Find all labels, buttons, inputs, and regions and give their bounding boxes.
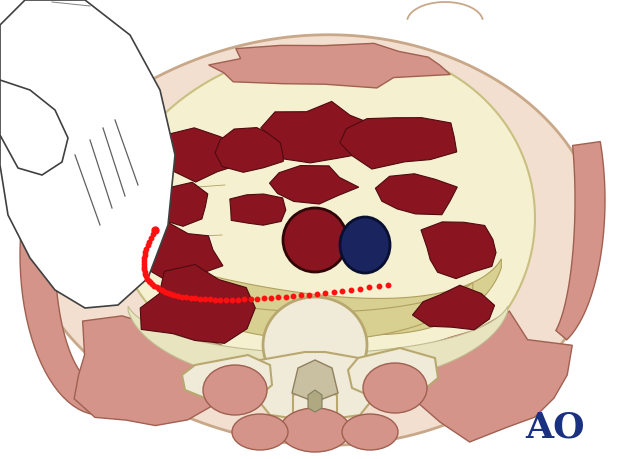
Polygon shape bbox=[154, 128, 244, 182]
Polygon shape bbox=[556, 141, 605, 340]
Polygon shape bbox=[167, 282, 473, 340]
Polygon shape bbox=[270, 166, 359, 204]
Polygon shape bbox=[421, 222, 496, 279]
Polygon shape bbox=[340, 118, 457, 169]
Polygon shape bbox=[74, 316, 226, 425]
Polygon shape bbox=[115, 45, 535, 391]
Polygon shape bbox=[417, 311, 572, 442]
Polygon shape bbox=[308, 390, 322, 412]
Ellipse shape bbox=[340, 217, 390, 273]
Ellipse shape bbox=[263, 297, 367, 393]
Polygon shape bbox=[215, 128, 284, 172]
Polygon shape bbox=[375, 174, 458, 215]
Polygon shape bbox=[128, 306, 508, 386]
Polygon shape bbox=[293, 388, 337, 430]
Ellipse shape bbox=[283, 208, 347, 272]
Polygon shape bbox=[250, 352, 380, 420]
Ellipse shape bbox=[342, 414, 398, 450]
Ellipse shape bbox=[363, 363, 427, 413]
Polygon shape bbox=[412, 285, 495, 330]
Polygon shape bbox=[20, 95, 147, 415]
Text: AO: AO bbox=[525, 411, 585, 445]
Polygon shape bbox=[292, 360, 338, 402]
Polygon shape bbox=[133, 182, 208, 226]
Polygon shape bbox=[182, 355, 272, 400]
Polygon shape bbox=[140, 264, 255, 343]
Polygon shape bbox=[348, 348, 438, 398]
Polygon shape bbox=[261, 101, 374, 163]
Polygon shape bbox=[0, 80, 68, 175]
Polygon shape bbox=[139, 251, 502, 335]
Ellipse shape bbox=[203, 365, 267, 415]
Ellipse shape bbox=[280, 408, 350, 452]
Polygon shape bbox=[208, 43, 450, 88]
Polygon shape bbox=[230, 194, 286, 225]
Polygon shape bbox=[30, 35, 600, 445]
Ellipse shape bbox=[232, 414, 288, 450]
Polygon shape bbox=[0, 0, 175, 308]
Polygon shape bbox=[136, 223, 223, 280]
